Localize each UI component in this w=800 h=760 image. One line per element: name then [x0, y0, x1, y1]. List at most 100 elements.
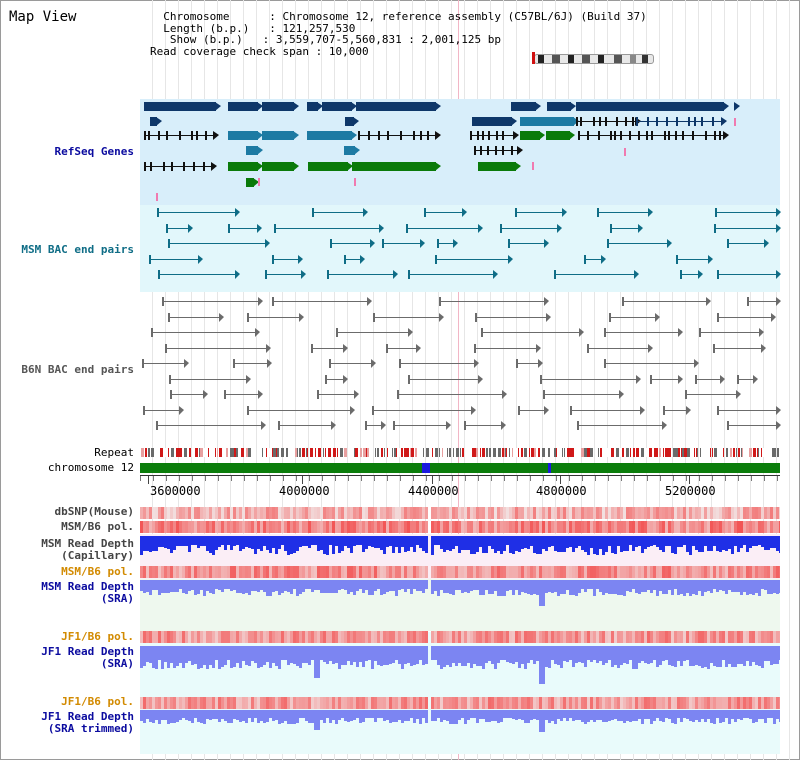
- bac-pair-line[interactable]: [737, 378, 757, 380]
- bac-end-left[interactable]: [515, 208, 517, 217]
- bac-end-right[interactable]: [267, 359, 272, 368]
- bac-end-right[interactable]: [343, 374, 348, 384]
- bac-end-left[interactable]: [156, 421, 158, 430]
- bac-end-left[interactable]: [151, 328, 153, 337]
- gene-exon-block[interactable]: [547, 102, 571, 111]
- repeat-element[interactable]: [726, 448, 728, 457]
- bac-end-left[interactable]: [604, 328, 606, 337]
- gene-exon[interactable]: [368, 131, 370, 140]
- repeat-element[interactable]: [148, 448, 150, 457]
- gene-exon[interactable]: [605, 117, 607, 126]
- repeat-element[interactable]: [360, 448, 362, 457]
- bac-end-left[interactable]: [372, 405, 374, 415]
- repeat-element[interactable]: [749, 448, 752, 457]
- repeat-element[interactable]: [276, 448, 277, 457]
- bac-pair-line[interactable]: [437, 243, 457, 244]
- bac-pair-line[interactable]: [156, 425, 265, 426]
- repeat-element[interactable]: [515, 448, 518, 457]
- bac-pair-line[interactable]: [540, 378, 640, 380]
- repeat-element[interactable]: [307, 448, 308, 457]
- bac-end-left[interactable]: [713, 343, 715, 353]
- bac-pair-line[interactable]: [272, 301, 371, 302]
- gene-exon[interactable]: [647, 117, 649, 126]
- bac-pair-line[interactable]: [406, 227, 482, 229]
- bac-end-right[interactable]: [257, 223, 262, 233]
- repeat-element[interactable]: [502, 448, 504, 457]
- gene-exon[interactable]: [400, 131, 402, 140]
- repeat-element[interactable]: [498, 448, 501, 457]
- repeat-element[interactable]: [659, 448, 661, 457]
- repeat-element[interactable]: [435, 448, 438, 457]
- bac-end-left[interactable]: [224, 390, 226, 399]
- bac-end-left[interactable]: [727, 421, 729, 430]
- gene-exon[interactable]: [495, 146, 497, 155]
- bac-end-left[interactable]: [170, 390, 172, 399]
- repeat-element[interactable]: [633, 448, 635, 457]
- jf1-b6-pol-label-2[interactable]: JF1/B6 pol.: [61, 695, 134, 708]
- bac-pair-line[interactable]: [570, 409, 644, 411]
- bac-pair-line[interactable]: [577, 425, 666, 426]
- repeat-element[interactable]: [257, 448, 260, 457]
- repeat-element[interactable]: [207, 448, 208, 457]
- bac-end-left[interactable]: [327, 270, 329, 279]
- repeat-element[interactable]: [370, 448, 373, 457]
- gene-exon-block[interactable]: [546, 131, 570, 140]
- gene-exon[interactable]: [616, 117, 618, 126]
- bac-end-right[interactable]: [471, 405, 476, 415]
- repeat-element[interactable]: [509, 448, 510, 457]
- bac-end-right[interactable]: [502, 390, 507, 399]
- bac-end-right[interactable]: [246, 374, 251, 384]
- gene-exon[interactable]: [587, 131, 589, 140]
- bac-end-left[interactable]: [622, 297, 624, 306]
- bac-pair-line[interactable]: [373, 316, 443, 318]
- bac-end-left[interactable]: [663, 405, 665, 415]
- gene-exon[interactable]: [614, 131, 616, 140]
- repeat-element[interactable]: [466, 448, 468, 457]
- gene-exon-block[interactable]: [246, 146, 258, 155]
- bac-pair-line[interactable]: [312, 212, 367, 213]
- gene-exon[interactable]: [427, 131, 429, 140]
- bac-end-right[interactable]: [501, 421, 506, 430]
- gene-exon-block[interactable]: [144, 102, 216, 111]
- gene-exon[interactable]: [387, 131, 389, 140]
- bac-end-left[interactable]: [312, 208, 314, 217]
- bac-end-right[interactable]: [266, 343, 271, 353]
- jf1-b6-pol-strip-2[interactable]: [140, 697, 780, 709]
- repeat-element[interactable]: [547, 448, 548, 457]
- gene-arrow[interactable]: [257, 146, 263, 155]
- bac-end-left[interactable]: [543, 390, 545, 399]
- repeat-element[interactable]: [518, 448, 519, 457]
- bac-pair-line[interactable]: [151, 332, 259, 333]
- bac-end-left[interactable]: [747, 297, 749, 306]
- bac-pair-line[interactable]: [162, 301, 262, 302]
- repeat-element[interactable]: [212, 448, 213, 457]
- repeat-element[interactable]: [758, 448, 759, 457]
- bac-pair-line[interactable]: [143, 409, 183, 411]
- gene-exon[interactable]: [598, 131, 600, 140]
- bac-pair-line[interactable]: [475, 316, 550, 318]
- gene-exon[interactable]: [502, 131, 504, 140]
- bac-end-left[interactable]: [680, 270, 682, 279]
- gene-exon[interactable]: [358, 131, 360, 140]
- repeat-element[interactable]: [234, 448, 236, 457]
- bac-end-right[interactable]: [776, 297, 781, 306]
- bac-pair-line[interactable]: [157, 212, 239, 213]
- gene-exon[interactable]: [488, 131, 490, 140]
- msm-bac-end-pairs-label[interactable]: MSM BAC end pairs: [21, 243, 134, 256]
- repeat-element[interactable]: [576, 448, 579, 457]
- repeat-element[interactable]: [538, 448, 540, 457]
- gene-exon[interactable]: [144, 162, 146, 171]
- repeat-element[interactable]: [449, 448, 451, 457]
- gene-exon-block[interactable]: [150, 117, 157, 126]
- chromosome-gap[interactable]: [422, 463, 430, 473]
- repeat-element[interactable]: [367, 448, 369, 457]
- gene-exon-block[interactable]: [246, 178, 254, 187]
- repeat-element[interactable]: [323, 448, 324, 457]
- repeat-element[interactable]: [484, 448, 485, 457]
- dbsnp-strip[interactable]: [140, 507, 780, 519]
- gene-exon[interactable]: [487, 146, 489, 155]
- bac-pair-line[interactable]: [717, 409, 780, 411]
- bac-end-right[interactable]: [235, 270, 240, 279]
- gene-exon-block[interactable]: [228, 131, 258, 140]
- bac-end-left[interactable]: [650, 374, 652, 384]
